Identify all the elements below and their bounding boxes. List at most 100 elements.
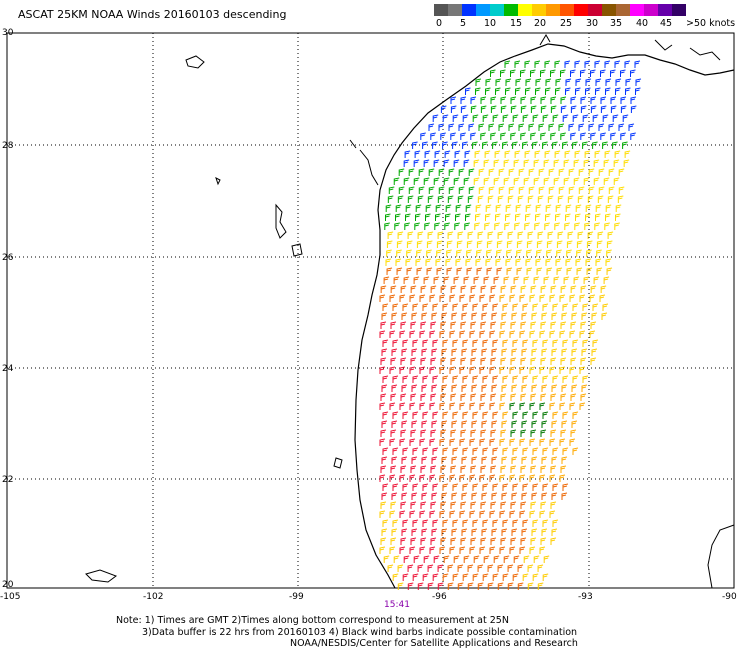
wind-barb (395, 258, 402, 266)
wind-barb (387, 564, 394, 572)
wind-barb (397, 582, 404, 590)
wind-barb (516, 249, 522, 257)
wind-barb (578, 123, 585, 131)
wind-barb (527, 231, 534, 239)
wind-barb (469, 438, 476, 446)
wind-barb (487, 231, 494, 239)
wind-barb (475, 204, 482, 212)
wind-barb (510, 96, 517, 104)
wind-barb (430, 465, 437, 473)
wind-barb (505, 87, 511, 95)
wind-barb (500, 69, 506, 77)
wind-barb (559, 366, 566, 374)
legend-swatch (574, 4, 588, 16)
wind-barb (416, 267, 423, 275)
wind-barb (450, 321, 457, 329)
wind-barb (564, 222, 570, 230)
wind-barb (450, 537, 457, 545)
wind-barb (489, 402, 496, 410)
wind-barb (565, 78, 572, 86)
wind-barb (452, 447, 459, 455)
wind-barb (541, 528, 548, 536)
wind-barb (425, 258, 432, 266)
wind-barb (416, 240, 423, 248)
wind-barb (386, 267, 393, 275)
wind-barb (527, 195, 534, 203)
wind-barb (472, 447, 479, 455)
wind-barb (411, 420, 418, 428)
wind-barb (549, 330, 556, 338)
wind-barb (450, 429, 457, 437)
wind-barb (589, 294, 596, 302)
wind-barb (540, 105, 547, 113)
wind-barb (462, 411, 469, 419)
wind-barb (403, 177, 410, 185)
wind-barb (460, 393, 467, 401)
wind-barb (429, 438, 436, 446)
wind-barb (459, 438, 466, 446)
wind-barb (535, 78, 542, 86)
wind-barb (594, 150, 601, 158)
wind-barb (535, 204, 542, 212)
wind-barb (600, 105, 607, 113)
legend-swatch (434, 4, 448, 16)
wind-barb (413, 276, 420, 284)
wind-barb (520, 96, 527, 104)
wind-barb (550, 465, 557, 473)
wind-barb (510, 321, 517, 329)
island-outline (333, 457, 343, 469)
wind-barb (490, 96, 497, 104)
wind-barb (471, 456, 478, 464)
wind-barb (519, 294, 526, 302)
wind-barb (590, 357, 597, 365)
wind-barb (540, 501, 547, 509)
wind-barb (470, 105, 477, 113)
wind-barb (422, 483, 429, 491)
wind-barb (432, 411, 439, 419)
wind-barb (548, 168, 555, 176)
wind-barb (452, 339, 459, 347)
lat-label: 20 (2, 580, 14, 590)
wind-barb (530, 393, 537, 401)
wind-barb (541, 420, 548, 428)
wind-barb (381, 348, 388, 356)
wind-barb (490, 501, 497, 509)
wind-barb (546, 249, 552, 257)
wind-barb (430, 537, 437, 545)
wind-barb (570, 357, 577, 365)
wind-barb (559, 438, 566, 446)
wind-barb (467, 195, 474, 203)
wind-barb (531, 456, 538, 464)
wind-barb (462, 573, 469, 581)
wind-barb (402, 573, 409, 581)
wind-barb (542, 141, 548, 149)
wind-barb (465, 258, 472, 266)
legend-label: 35 (610, 18, 623, 29)
wind-barb (524, 222, 530, 230)
wind-barb (433, 177, 440, 185)
wind-barb (522, 303, 529, 311)
wind-barb (480, 357, 487, 365)
wind-barb (539, 474, 546, 482)
wind-barb (489, 294, 496, 302)
wind-barb (436, 249, 442, 257)
wind-barb (500, 285, 507, 293)
wind-barb (549, 402, 556, 410)
wind-barb (519, 546, 526, 554)
lake-outline (185, 55, 205, 69)
wind-barb (459, 474, 466, 482)
wind-barb (380, 285, 387, 293)
wind-barb (462, 447, 469, 455)
wind-barb (441, 348, 448, 356)
wind-barb (566, 240, 573, 248)
wind-barb (506, 240, 513, 248)
wind-barb (617, 195, 624, 203)
wind-barb (574, 150, 581, 158)
wind-barb (582, 303, 589, 311)
wind-barb (419, 402, 426, 410)
wind-barb (483, 555, 490, 563)
wind-barb (444, 222, 450, 230)
wind-barb (380, 537, 387, 545)
wind-barb (481, 384, 488, 392)
wind-barb (490, 393, 497, 401)
